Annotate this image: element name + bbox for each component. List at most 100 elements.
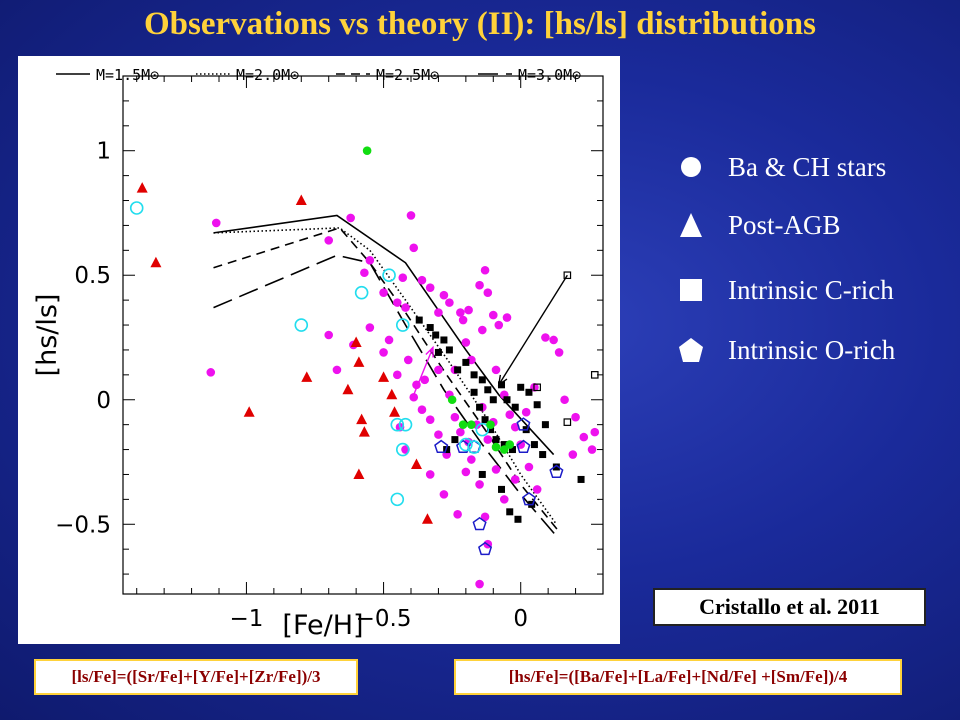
- data-point: [506, 508, 514, 516]
- data-point: [494, 320, 504, 330]
- data-point: [590, 371, 599, 379]
- data-point: [379, 348, 388, 357]
- data-point: [470, 388, 478, 396]
- data-point: [539, 451, 547, 459]
- data-point: [568, 450, 578, 459]
- data-point: [475, 280, 484, 290]
- data-point: [301, 371, 313, 382]
- data-point: [492, 436, 500, 444]
- data-point: [439, 290, 449, 300]
- data-point: [425, 415, 435, 424]
- data-point: [517, 383, 525, 391]
- data-point: [447, 395, 457, 405]
- data-point: [563, 271, 572, 280]
- data-point: [470, 371, 478, 379]
- data-point: [417, 405, 427, 415]
- y-tick-label: 1: [96, 139, 111, 165]
- plot-frame: [122, 75, 604, 595]
- data-point: [409, 392, 419, 402]
- data-point: [332, 365, 342, 375]
- data-point: [505, 410, 515, 419]
- data-point: [294, 318, 309, 332]
- data-point: [541, 421, 549, 429]
- data-point: [521, 407, 531, 417]
- data-point: [456, 427, 465, 437]
- data-point: [510, 475, 520, 484]
- citation-box: Cristallo et al. 2011: [653, 588, 926, 626]
- data-point: [150, 256, 162, 268]
- data-point: [552, 463, 560, 471]
- model-curve: [213, 227, 558, 525]
- legend-label: Post-AGB: [728, 209, 841, 240]
- legend-entry-label: M=3.0M⊙: [518, 66, 581, 84]
- data-point: [395, 442, 410, 457]
- data-point: [206, 368, 216, 377]
- data-point: [421, 513, 433, 524]
- data-point: [324, 236, 334, 245]
- data-point: [488, 310, 498, 320]
- data-point: [483, 288, 493, 297]
- data-point: [491, 365, 501, 375]
- data-point: [353, 468, 365, 479]
- legend-intrinsic-o-rich: Intrinsic O-rich: [676, 333, 895, 367]
- data-point: [532, 485, 542, 494]
- data-point: [434, 430, 443, 439]
- data-point: [514, 515, 522, 523]
- data-point: [549, 335, 558, 345]
- data-point: [587, 445, 597, 454]
- data-point: [379, 288, 388, 297]
- data-point: [476, 403, 484, 411]
- data-point: [295, 194, 307, 206]
- legend-label: Intrinsic O-rich: [728, 334, 896, 365]
- data-point: [434, 365, 443, 375]
- data-point: [417, 275, 427, 285]
- plot-panel: −1 −0.5 0 −0.5 0 0.5 1 [Fe/H] [hs/ls] M=1.5M⊙ M=2.…: [18, 56, 620, 644]
- scatter-chart: −1 −0.5 0 −0.5 0 0.5 1 [Fe/H] [hs/ls] M=1.5M⊙ M=2.…: [32, 66, 604, 641]
- data-point: [434, 308, 443, 317]
- data-point: [410, 458, 422, 469]
- data-point: [432, 331, 440, 339]
- data-point: [478, 325, 487, 335]
- data-point: [467, 420, 476, 429]
- data-point: [530, 441, 538, 449]
- data-point: [483, 435, 493, 444]
- data-point: [516, 439, 531, 454]
- data-point: [475, 422, 490, 437]
- data-point: [461, 467, 471, 477]
- data-point: [450, 412, 460, 422]
- data-point: [389, 406, 401, 417]
- data-point: [525, 388, 533, 396]
- data-point: [475, 480, 484, 489]
- data-point: [356, 413, 368, 425]
- x-tick-label: −0.5: [356, 606, 412, 632]
- data-point: [353, 356, 365, 367]
- x-axis-label: [Fe/H]: [282, 610, 363, 641]
- data-point: [508, 446, 516, 454]
- data-point: [434, 348, 442, 356]
- legend-ba-ch-stars: Ba & CH stars: [676, 150, 886, 184]
- data-point: [541, 333, 550, 342]
- data-point: [459, 437, 473, 452]
- data-point: [136, 182, 148, 193]
- arrow-head: [497, 374, 508, 387]
- data-point: [461, 338, 471, 347]
- data-point: [505, 440, 515, 449]
- data-point: [365, 323, 375, 332]
- y-tick-label: −0.5: [55, 512, 111, 538]
- data-point: [549, 464, 564, 478]
- data-point: [346, 213, 355, 223]
- data-point: [491, 465, 501, 474]
- data-point: [524, 462, 534, 472]
- data-point: [354, 285, 369, 300]
- data-point: [475, 579, 484, 589]
- arrow-line: [498, 274, 568, 386]
- y-axis-label: [hs/ls]: [32, 294, 63, 377]
- legend-label: Intrinsic C-rich: [728, 274, 894, 305]
- data-point: [358, 426, 370, 437]
- filled-circle-icon: [676, 152, 706, 182]
- y-tick-label: 0: [96, 388, 111, 414]
- data-point: [533, 383, 541, 392]
- slide-title: Observations vs theory (II): [hs/ls] dis…: [144, 6, 816, 42]
- data-point: [499, 495, 509, 504]
- data-point: [590, 427, 600, 437]
